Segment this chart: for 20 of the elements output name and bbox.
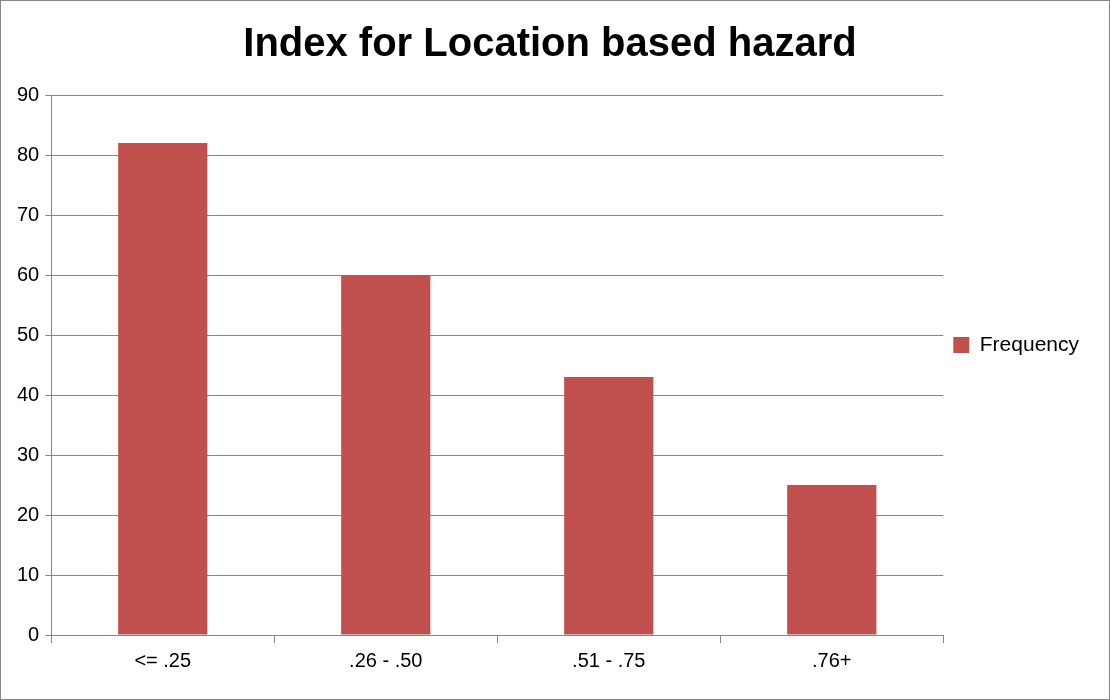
legend-label: Frequency bbox=[979, 331, 1080, 355]
y-tick-label: 0 bbox=[28, 622, 40, 645]
x-tick-label: .51 - .75 bbox=[572, 648, 646, 671]
y-tick-label: 70 bbox=[17, 202, 40, 225]
y-tick-label: 30 bbox=[17, 442, 40, 465]
x-tick-label: .26 - .50 bbox=[349, 648, 423, 671]
y-tick-label: 80 bbox=[17, 142, 40, 165]
bar bbox=[118, 143, 208, 635]
y-tick-label: 50 bbox=[17, 322, 40, 345]
y-tick-label: 20 bbox=[17, 502, 40, 525]
y-tick-label: 10 bbox=[17, 562, 40, 585]
y-tick-label: 90 bbox=[17, 82, 40, 105]
y-tick-label: 40 bbox=[17, 382, 40, 405]
bar bbox=[564, 377, 654, 635]
chart-title: Index for Location based hazard bbox=[243, 20, 857, 65]
x-tick-label: .76+ bbox=[812, 648, 852, 671]
x-tick-label: <= .25 bbox=[134, 648, 192, 671]
y-tick-label: 60 bbox=[17, 262, 40, 285]
bar bbox=[787, 485, 877, 635]
bar bbox=[341, 275, 431, 635]
